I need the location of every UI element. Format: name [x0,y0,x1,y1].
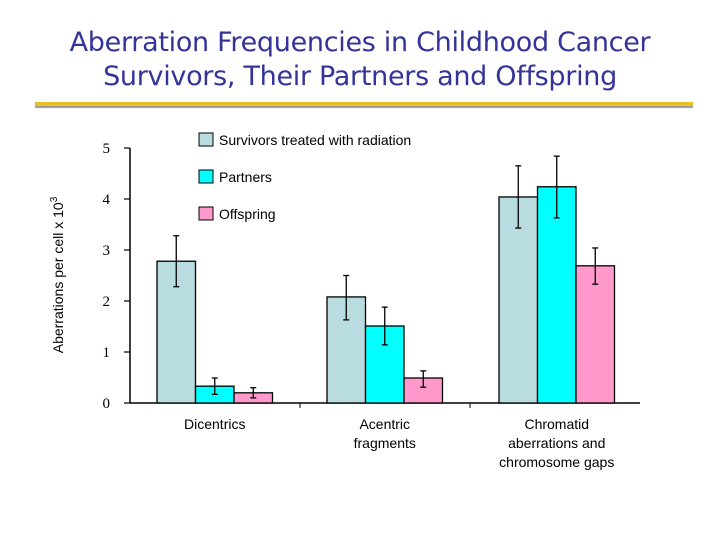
y-axis-label-superscript: 3 [49,196,60,202]
legend-label: Survivors treated with radiation [219,132,411,148]
legend-label: Partners [219,169,272,185]
slide-title: Aberration Frequencies in Childhood Canc… [0,26,720,94]
category-label: Chromatid [524,416,589,432]
bar-offspring [575,265,616,404]
y-tick-label: 1 [103,345,111,361]
y-tick-label: 4 [103,192,111,208]
y-tick-label: 3 [103,243,111,259]
y-axis-label: Aberrations per cell x 103 [49,196,66,353]
legend-label: Offspring [219,206,276,222]
legend-swatch [198,206,214,221]
title-underline [35,102,693,106]
category-label: aberrations and [508,435,605,451]
category-label: Acentric [359,416,410,432]
title-line-1: Aberration Frequencies in Childhood Canc… [69,27,651,58]
y-tick-label: 5 [103,141,111,157]
category-label: fragments [354,435,416,451]
legend-swatch [198,132,214,147]
legend-swatch [198,169,214,184]
title-line-2: Survivors, Their Partners and Offspring [103,61,617,92]
y-tick-label: 2 [103,294,111,310]
category-label: Dicentrics [184,416,245,432]
bar-offspring [403,377,444,404]
y-tick-label: 0 [103,396,111,412]
bar-partners [536,186,577,404]
category-label: chromosome gaps [499,454,614,470]
